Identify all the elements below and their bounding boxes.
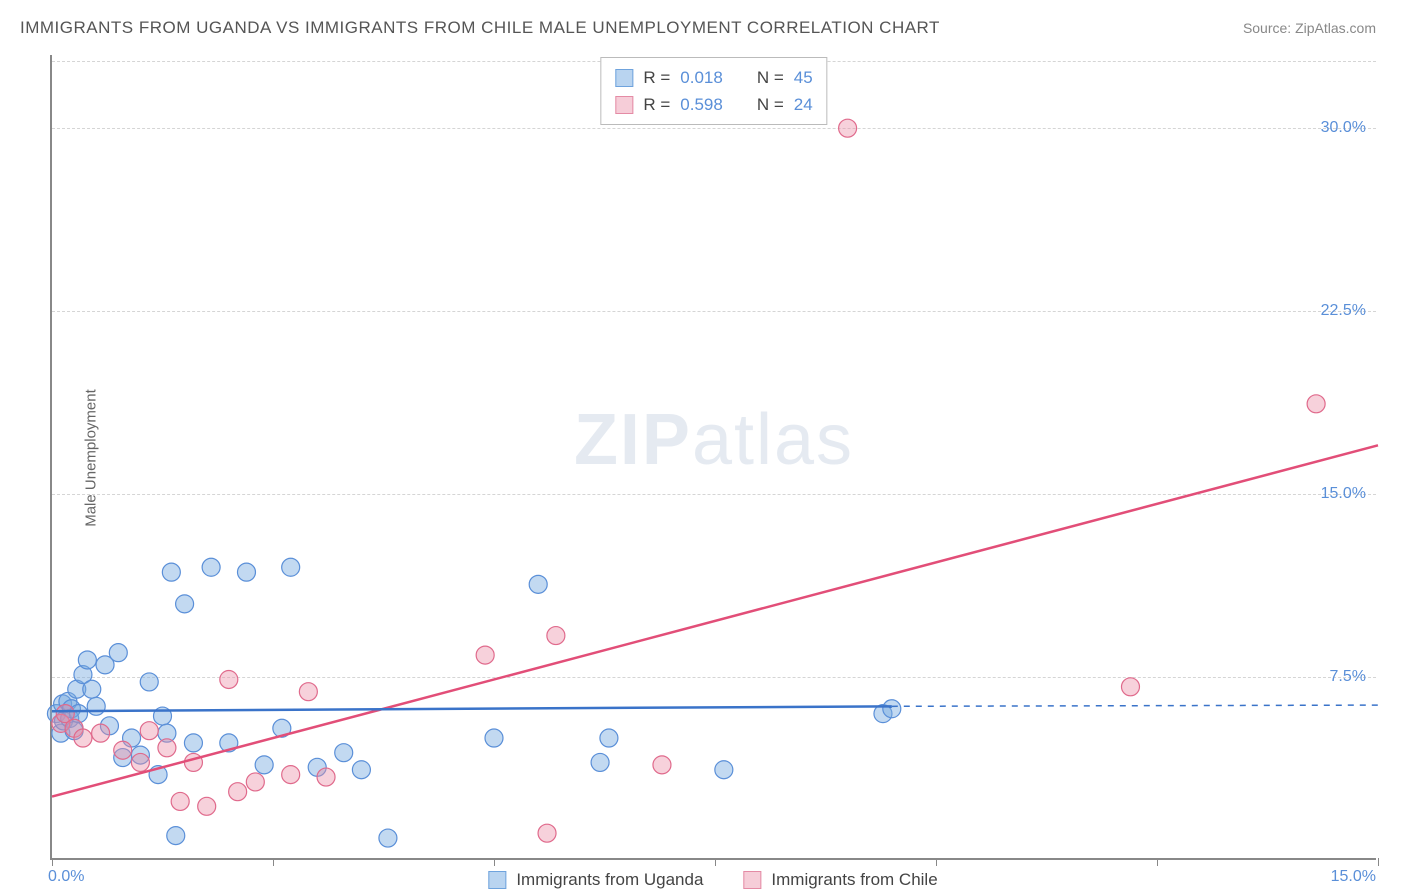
data-point bbox=[1121, 678, 1139, 696]
legend-row-chile: R = 0.598 N = 24 bbox=[615, 91, 812, 118]
data-point bbox=[92, 724, 110, 742]
data-point bbox=[184, 753, 202, 771]
uganda-n-value: 45 bbox=[794, 64, 813, 91]
data-point bbox=[176, 595, 194, 613]
chile-swatch-icon bbox=[615, 96, 633, 114]
legend-row-uganda: R = 0.018 N = 45 bbox=[615, 64, 812, 91]
data-point bbox=[282, 558, 300, 576]
scatter-plot bbox=[52, 55, 1378, 860]
data-point bbox=[282, 766, 300, 784]
r-label: R = bbox=[643, 91, 670, 118]
trend-line bbox=[52, 706, 892, 711]
data-point bbox=[547, 627, 565, 645]
data-point bbox=[109, 644, 127, 662]
chart-area: Male Unemployment ZIPatlas 7.5%15.0%22.5… bbox=[50, 55, 1376, 860]
series-legend: Immigrants from Uganda Immigrants from C… bbox=[488, 870, 937, 890]
data-point bbox=[74, 729, 92, 747]
data-point bbox=[1307, 395, 1325, 413]
trend-line bbox=[892, 705, 1378, 706]
data-point bbox=[538, 824, 556, 842]
data-point bbox=[246, 773, 264, 791]
data-point bbox=[202, 558, 220, 576]
chile-swatch-icon bbox=[743, 871, 761, 889]
chile-series-label: Immigrants from Chile bbox=[771, 870, 937, 890]
data-point bbox=[839, 119, 857, 137]
data-point bbox=[87, 697, 105, 715]
data-point bbox=[485, 729, 503, 747]
data-point bbox=[171, 792, 189, 810]
legend-item-uganda: Immigrants from Uganda bbox=[488, 870, 703, 890]
data-point bbox=[591, 753, 609, 771]
data-point bbox=[883, 700, 901, 718]
data-point bbox=[317, 768, 335, 786]
data-point bbox=[529, 575, 547, 593]
data-point bbox=[476, 646, 494, 664]
data-point bbox=[162, 563, 180, 581]
trend-line bbox=[52, 445, 1378, 796]
data-point bbox=[229, 783, 247, 801]
uganda-swatch-icon bbox=[488, 871, 506, 889]
data-point bbox=[715, 761, 733, 779]
chart-title: IMMIGRANTS FROM UGANDA VS IMMIGRANTS FRO… bbox=[20, 18, 940, 38]
chile-n-value: 24 bbox=[794, 91, 813, 118]
data-point bbox=[255, 756, 273, 774]
uganda-series-label: Immigrants from Uganda bbox=[516, 870, 703, 890]
data-point bbox=[335, 744, 353, 762]
data-point bbox=[78, 651, 96, 669]
data-point bbox=[299, 683, 317, 701]
correlation-legend: R = 0.018 N = 45 R = 0.598 N = 24 bbox=[600, 57, 827, 125]
chile-r-value: 0.598 bbox=[680, 91, 723, 118]
data-point bbox=[379, 829, 397, 847]
data-point bbox=[198, 797, 216, 815]
data-point bbox=[184, 734, 202, 752]
data-point bbox=[83, 680, 101, 698]
n-label: N = bbox=[757, 64, 784, 91]
plot-box: ZIPatlas 7.5%15.0%22.5%30.0% 0.0% 15.0% … bbox=[50, 55, 1376, 860]
data-point bbox=[131, 753, 149, 771]
r-label: R = bbox=[643, 64, 670, 91]
data-point bbox=[352, 761, 370, 779]
data-point bbox=[158, 739, 176, 757]
source-label: Source: ZipAtlas.com bbox=[1243, 20, 1376, 36]
data-point bbox=[167, 827, 185, 845]
data-point bbox=[237, 563, 255, 581]
uganda-swatch-icon bbox=[615, 69, 633, 87]
uganda-r-value: 0.018 bbox=[680, 64, 723, 91]
data-point bbox=[114, 741, 132, 759]
legend-item-chile: Immigrants from Chile bbox=[743, 870, 937, 890]
x-axis-min-label: 0.0% bbox=[48, 868, 84, 886]
data-point bbox=[140, 722, 158, 740]
x-tick bbox=[1378, 858, 1379, 866]
data-point bbox=[653, 756, 671, 774]
data-point bbox=[140, 673, 158, 691]
data-point bbox=[600, 729, 618, 747]
data-point bbox=[220, 670, 238, 688]
n-label: N = bbox=[757, 91, 784, 118]
x-axis-max-label: 15.0% bbox=[1331, 868, 1376, 886]
